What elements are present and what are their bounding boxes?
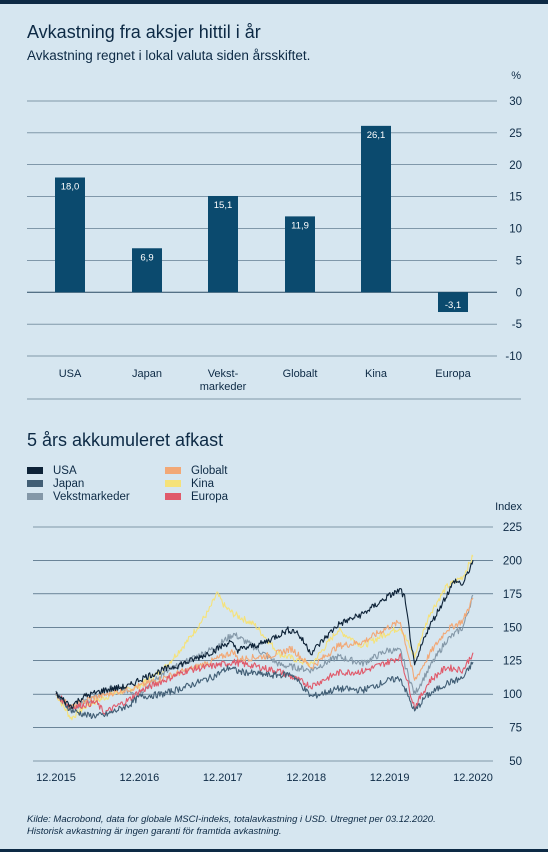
bar (55, 177, 85, 293)
footer-line-2: Historisk avkastning är ingen garanti fö… (27, 826, 282, 837)
legend-item-europa: Europa (165, 491, 228, 503)
bar (132, 248, 162, 293)
category-label: Japan (132, 368, 162, 380)
bar-value-label: 18,0 (61, 182, 80, 193)
x-tick-label: 12.2020 (453, 772, 493, 784)
footer-line-1: Kilde: Macrobond, data for globale MSCI-… (27, 814, 436, 825)
legend-label: Kina (191, 478, 215, 490)
legend-swatch (165, 493, 181, 501)
legend-swatch (165, 467, 181, 475)
y-tick-label: 125 (503, 656, 522, 668)
x-tick-label: 12.2016 (120, 772, 160, 784)
legend-swatch (27, 480, 43, 488)
bottom-accent-bar (0, 849, 548, 852)
legend-label: Vekstmarkeder (53, 491, 130, 503)
x-tick-label: 12.2019 (370, 772, 410, 784)
bar-value-label: -3,1 (445, 300, 461, 311)
y-tick-label: 10 (509, 224, 522, 236)
legend-item-kina: Kina (165, 478, 214, 490)
x-tick-label: 12.2018 (286, 772, 326, 784)
legend-label: USA (53, 465, 77, 477)
y-tick-label: 200 (503, 555, 522, 567)
bar-value-label: 6,9 (140, 252, 153, 263)
category-label: USA (59, 368, 82, 380)
y-tick-label: 150 (503, 622, 522, 634)
y-axis-unit-label: Index (495, 501, 522, 513)
x-tick-label: 12.2017 (203, 772, 243, 784)
bar (208, 195, 238, 293)
legend-item-globalt: Globalt (165, 465, 227, 477)
legend-label: Europa (191, 491, 229, 503)
legend-swatch (27, 467, 43, 475)
bar-value-label: 15,1 (214, 200, 233, 211)
y-tick-label: 100 (503, 689, 522, 701)
legend-label: Japan (53, 478, 85, 490)
footer-source: Kilde: Macrobond, data for globale MSCI-… (27, 814, 527, 838)
series-line-globalt (55, 597, 474, 710)
y-tick-label: 175 (503, 589, 522, 601)
legend-item-japan: Japan (27, 478, 84, 490)
legend-item-usa: USA (27, 465, 77, 477)
series-line-europa (55, 652, 474, 716)
y-tick-label: 15 (509, 192, 522, 204)
bar (285, 216, 315, 293)
y-tick-label: 225 (503, 522, 522, 534)
bar-chart-title: Avkastning fra aksjer hittil i år (27, 22, 261, 42)
y-tick-label: 0 (516, 287, 522, 299)
category-label: Europa (435, 368, 471, 380)
category-label: markeder (200, 381, 247, 393)
line-chart: Index 225 200 175 150 125 100 75 50 12.2015 12.201… (33, 501, 522, 784)
y-tick-label: 20 (509, 160, 522, 172)
category-label: Kina (365, 368, 388, 380)
series-line-japan (55, 661, 474, 720)
y-tick-label: -5 (512, 319, 522, 331)
series-line-usa (55, 560, 474, 710)
y-tick-label: 25 (509, 128, 522, 140)
bar-chart: % 30 25 20 15 10 5 0 -5 -10 18,0 USA 6,9 Japan 15,1 Vek… (27, 70, 522, 400)
y-tick-label: -10 (505, 351, 522, 363)
y-tick-label: 50 (509, 756, 522, 768)
y-axis-unit-label: % (511, 70, 521, 82)
bar (361, 125, 391, 293)
y-tick-label: 5 (516, 255, 522, 267)
category-label: Vekst- (208, 368, 239, 380)
x-tick-label: 12.2015 (36, 772, 76, 784)
line-chart-title: 5 års akkumuleret afkast (27, 430, 224, 450)
y-tick-label: 30 (509, 96, 522, 108)
legend-label: Globalt (191, 465, 228, 477)
category-label: Globalt (283, 368, 318, 380)
top-accent-bar (0, 0, 548, 4)
legend-swatch (165, 480, 181, 488)
y-tick-label: 75 (509, 723, 522, 735)
legend-swatch (27, 493, 43, 501)
bar (438, 292, 468, 313)
legend-item-vekstmarkeder: Vekstmarkeder (27, 491, 130, 503)
bar-value-label: 11,9 (291, 220, 309, 231)
bar-value-label: 26,1 (367, 130, 386, 141)
bar-chart-subtitle: Avkastning regnet i lokal valuta siden å… (27, 48, 311, 63)
